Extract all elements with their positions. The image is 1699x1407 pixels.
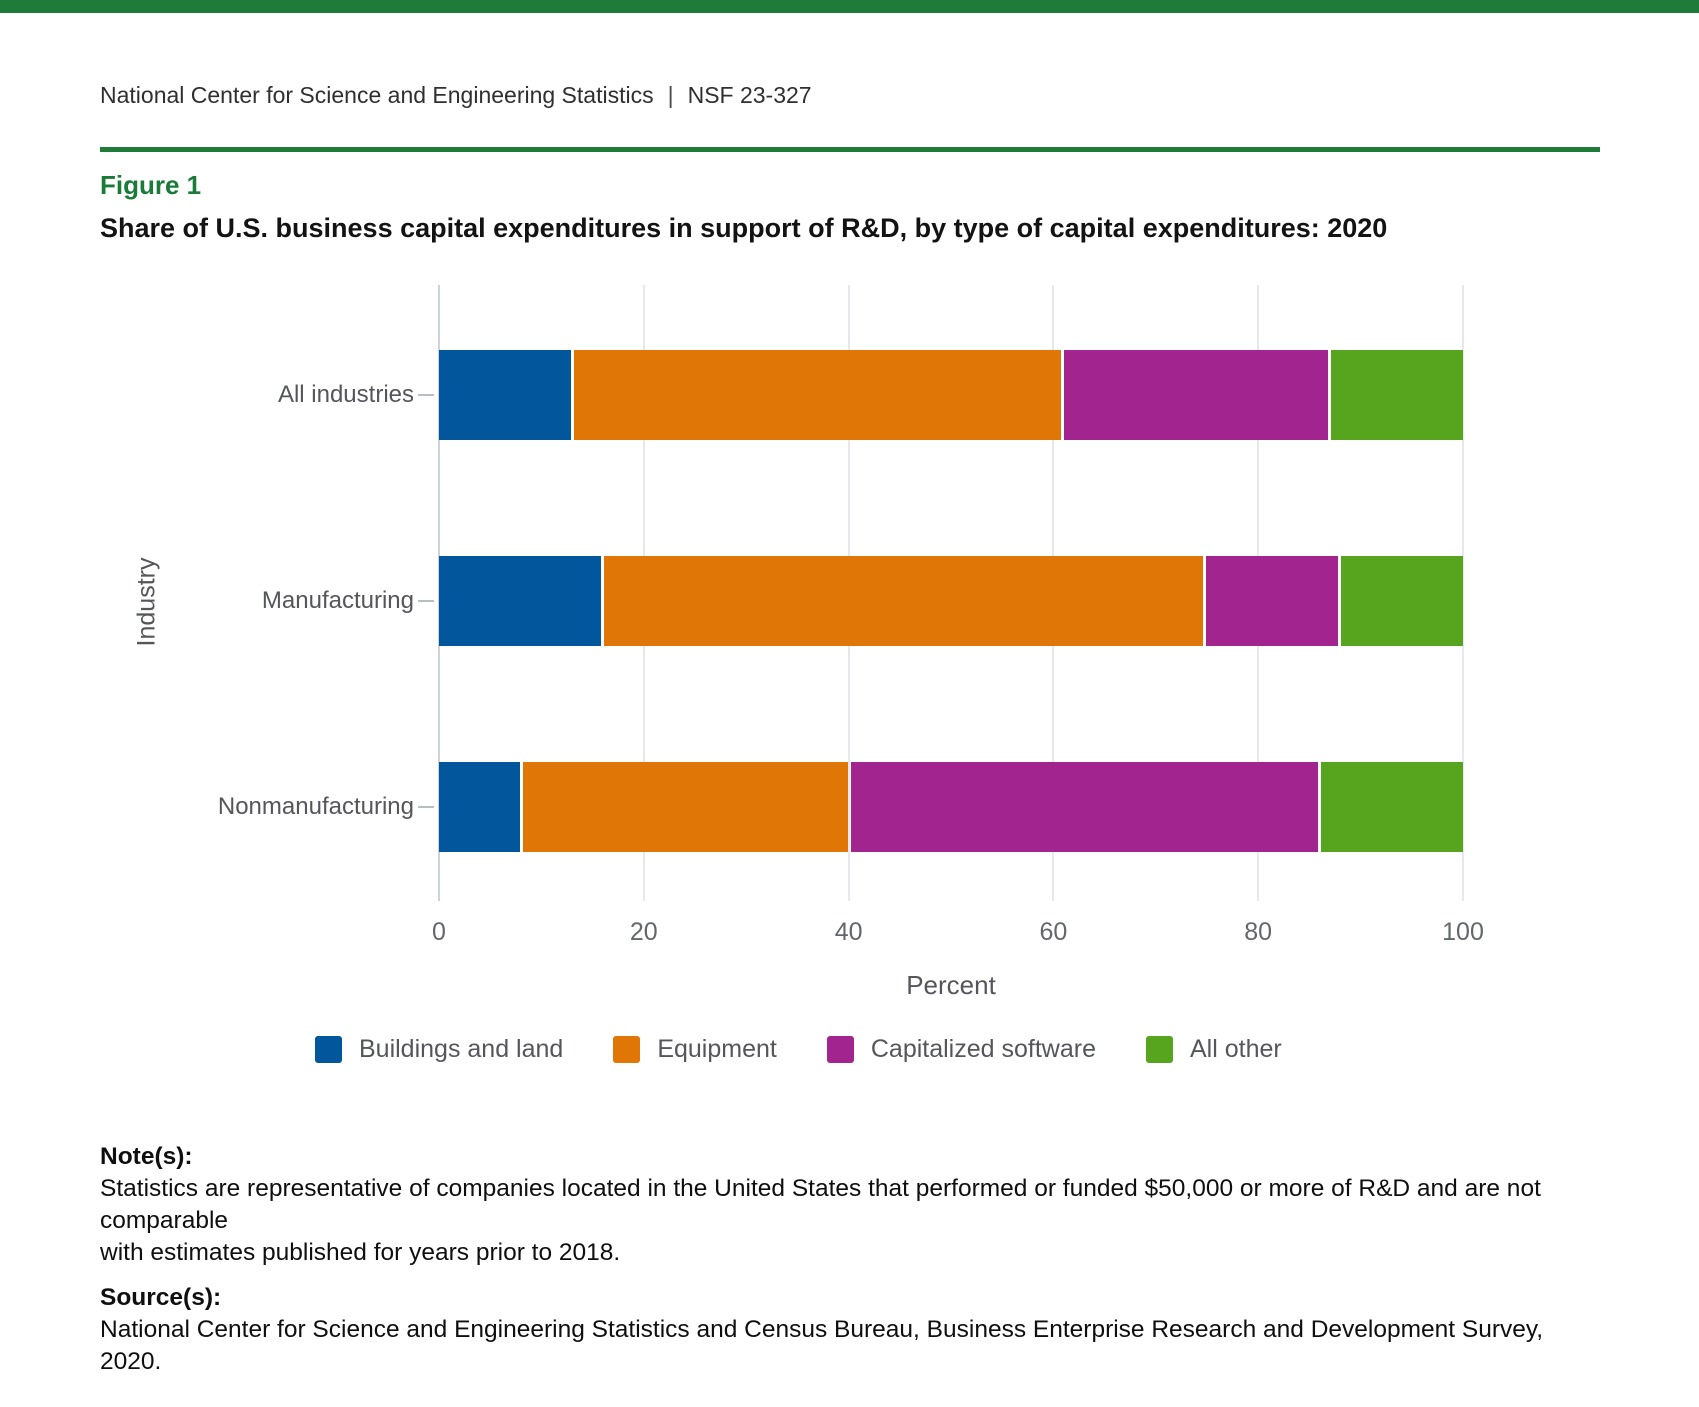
x-tick-label: 40	[834, 918, 863, 946]
category-label: All industries	[277, 381, 414, 408]
legend-swatch	[315, 1036, 342, 1063]
category-label: Nonmanufacturing	[217, 793, 414, 820]
bar-segment-equipment	[523, 762, 848, 852]
category-label: Manufacturing	[261, 587, 414, 614]
x-axis-title: Percent	[906, 970, 996, 1000]
header-rule	[100, 147, 1600, 152]
legend-item-all-other[interactable]: All other	[1145, 1035, 1282, 1064]
legend-item-buildings-and-land[interactable]: Buildings and land	[315, 1035, 563, 1064]
bar-row	[439, 556, 1463, 646]
notes-label: Note(s):	[100, 1143, 193, 1170]
bar-segment-all-other	[1341, 556, 1463, 646]
stacked-bar-chart: 0 20 40 60 80 100 All industries Manufacturing N…	[133, 285, 1484, 1000]
category-tick	[418, 600, 434, 602]
figure-label: Figure 1	[100, 170, 202, 200]
notes-section: Note(s): Statistics are representative o…	[100, 1141, 1605, 1378]
legend-item-capitalized-software[interactable]: Capitalized software	[826, 1035, 1096, 1064]
bar-row	[439, 762, 1463, 852]
bar-segment-equipment	[573, 350, 1062, 440]
bar-segment-capitalized-software	[851, 762, 1318, 852]
x-tick-label: 20	[629, 918, 658, 946]
figure-title: Share of U.S. business capital expenditu…	[100, 213, 1388, 243]
legend-swatch	[613, 1036, 641, 1063]
legend-item-equipment[interactable]: Equipment	[613, 1035, 777, 1064]
publication-header: National Center for Science and Engineer…	[100, 82, 812, 109]
y-axis-title: Industry	[132, 557, 161, 647]
bar-row	[439, 350, 1464, 440]
bar-segment-equipment	[604, 556, 1204, 646]
bar-segment-all-other	[1331, 350, 1464, 440]
category-tick	[418, 394, 434, 396]
bar-segment-capitalized-software	[1206, 556, 1339, 646]
legend-swatch	[826, 1036, 854, 1063]
x-tick-label: 100	[1442, 918, 1484, 946]
legend-label: Buildings and land	[359, 1035, 564, 1063]
header-org: National Center for Science and Engineer…	[100, 82, 654, 108]
legend-label: Equipment	[657, 1035, 777, 1063]
legend-swatch	[1145, 1036, 1173, 1063]
bar-segment-buildings-and-land	[439, 556, 602, 646]
chart-legend: Buildings and land Equipment Capitalized s…	[315, 1035, 1282, 1064]
notes-text: Statistics are representative of compani…	[100, 1175, 1541, 1266]
bar-segment-buildings-and-land	[439, 350, 571, 440]
bar-segment-capitalized-software	[1064, 350, 1329, 440]
x-tick-label: 0	[432, 918, 446, 946]
legend-label: Capitalized software	[870, 1035, 1096, 1063]
x-tick-label: 80	[1244, 918, 1273, 946]
gridline	[1462, 285, 1464, 901]
bar-segment-all-other	[1320, 762, 1463, 852]
source-label: Source(s):	[100, 1284, 222, 1311]
header-separator: |	[667, 82, 674, 108]
source-text: National Center for Science and Engineer…	[100, 1316, 1544, 1375]
legend-label: All other	[1189, 1035, 1282, 1063]
header-pub-number: NSF 23-327	[687, 82, 812, 108]
category-tick	[418, 806, 434, 808]
bar-segment-buildings-and-land	[439, 762, 521, 852]
x-tick-label: 60	[1039, 918, 1068, 946]
top-accent-bar	[0, 0, 1699, 13]
